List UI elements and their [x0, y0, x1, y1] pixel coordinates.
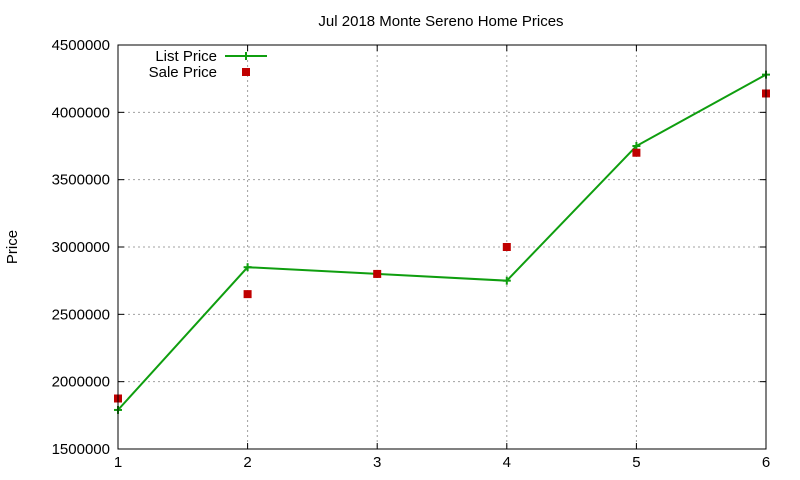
sale-price-point [502, 243, 511, 251]
x-tick-label: 4 [503, 454, 511, 471]
sale-price-point [373, 269, 382, 278]
y-tick-label: 3000000 [52, 239, 110, 256]
legend-label: Sale Price [149, 64, 217, 81]
x-tick-label: 1 [114, 454, 122, 471]
tick-layer: 1 2 3 4 5 6 1500000 2000000 2500000 3000000 350000… [52, 37, 771, 471]
y-axis-label: Price [4, 230, 21, 264]
x-tick-label: 5 [632, 454, 640, 471]
y-tick-label: 4000000 [52, 104, 110, 121]
y-tick-label: 3500000 [52, 172, 110, 189]
x-tick-label: 6 [762, 454, 770, 471]
y-tick-label: 2000000 [52, 374, 110, 391]
legend-square-sample [242, 68, 250, 76]
x-tick-label: 3 [373, 454, 381, 471]
list-price-line [117, 73, 767, 411]
sale-price-point [632, 148, 641, 157]
legend-label: List Price [155, 48, 217, 65]
chart-title: Jul 2018 Monte Sereno Home Prices [318, 13, 563, 30]
legend-cross-sample [242, 52, 250, 60]
data-layer [114, 70, 770, 414]
sale-price-point [243, 290, 252, 299]
list-price-point [632, 142, 641, 150]
grid-layer [118, 45, 766, 449]
y-tick-label: 4500000 [52, 37, 110, 54]
y-tick-label: 1500000 [52, 441, 110, 458]
y-tick-label: 2500000 [52, 306, 110, 323]
x-tick-label: 2 [243, 454, 251, 471]
list-price-point [502, 276, 511, 285]
list-price-point [243, 263, 252, 272]
